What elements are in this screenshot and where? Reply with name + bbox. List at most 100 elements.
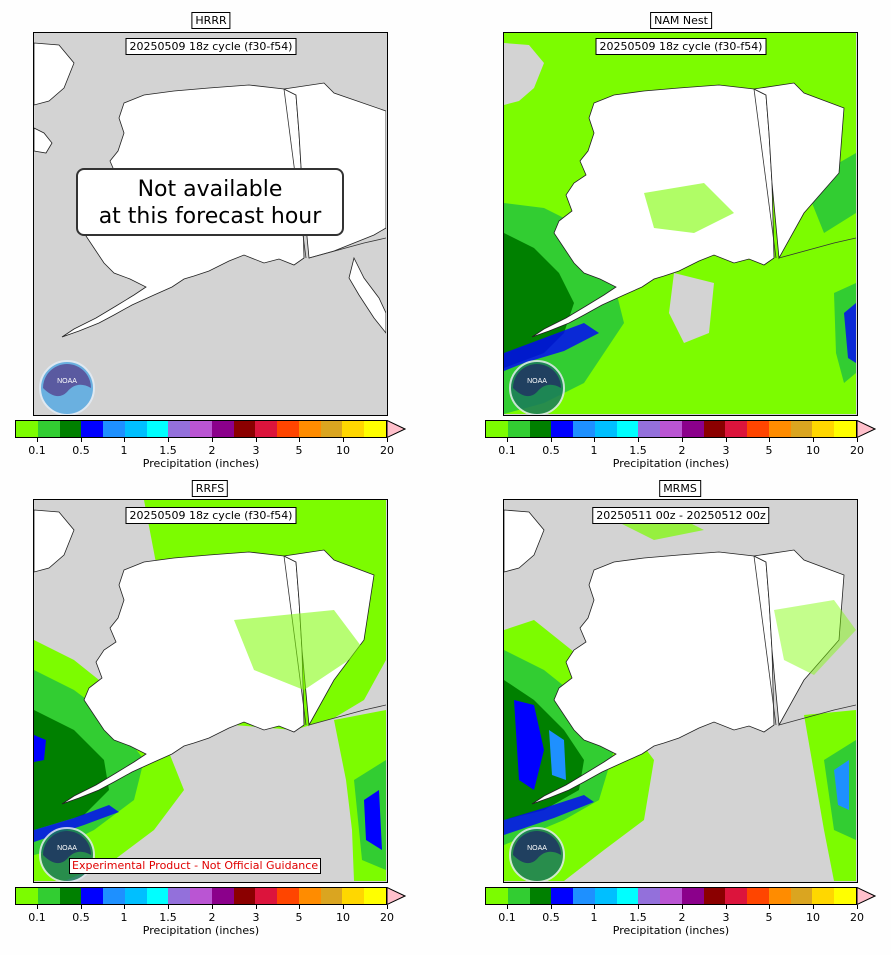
colorbar-tick-label: 2 — [208, 911, 216, 924]
colorbar-segment — [211, 421, 234, 437]
colorbar-tick-label: 0.1 — [498, 444, 516, 457]
colorbar-segment — [594, 888, 617, 904]
colorbar-segment — [790, 888, 813, 904]
colorbar-tick-label: 0.5 — [72, 911, 90, 924]
colorbar-tick-label: 20 — [380, 444, 394, 457]
colorbar-segment — [681, 421, 704, 437]
colorbar-segment — [364, 421, 387, 437]
colorbar-tick-label: 10 — [336, 444, 350, 457]
colorbar-strip — [15, 887, 387, 905]
colorbar-segment — [834, 421, 857, 437]
colorbar-tick — [857, 905, 858, 909]
colorbar-tick — [813, 905, 814, 909]
colorbar-tick-label: 1 — [590, 911, 598, 924]
colorbar-segment — [486, 421, 508, 437]
colorbar-segment — [507, 421, 530, 437]
colorbar-tick-label: 3 — [252, 444, 260, 457]
colorbar-tick-label: 5 — [765, 911, 773, 924]
colorbar-tick — [81, 438, 82, 442]
colorbar-segment — [616, 888, 639, 904]
noaa-logo-icon: NOAA — [39, 360, 95, 415]
colorbar-segment — [529, 421, 552, 437]
colorbar-label: Precipitation (inches) — [612, 924, 730, 937]
colorbar-tick — [813, 438, 814, 442]
colorbar-tick — [168, 905, 169, 909]
colorbar-segment — [233, 421, 256, 437]
colorbar-segment — [364, 888, 387, 904]
colorbar-segment — [551, 888, 574, 904]
colorbar-segment — [124, 421, 147, 437]
colorbar-segment — [812, 888, 835, 904]
colorbar-segment — [594, 421, 617, 437]
colorbar-tick-label: 3 — [722, 911, 730, 924]
colorbar-strip — [15, 420, 387, 438]
colorbar-tick-label: 2 — [208, 444, 216, 457]
colorbar-segment — [103, 888, 125, 904]
colorbar-segment — [573, 888, 595, 904]
colorbar-segment — [703, 421, 726, 437]
colorbar-segment — [298, 421, 321, 437]
svg-text:NOAA: NOAA — [527, 378, 547, 385]
colorbar-segment — [37, 888, 60, 904]
colorbar-tick-label: 1.5 — [629, 444, 647, 457]
colorbar-segment — [168, 421, 191, 437]
colorbar-tick — [343, 438, 344, 442]
colorbar-segment — [486, 888, 508, 904]
colorbar-tick — [507, 438, 508, 442]
colorbar-segment — [146, 421, 169, 437]
colorbar-tick — [682, 905, 683, 909]
colorbar-tick-label: 0.5 — [542, 911, 560, 924]
colorbar-segment — [211, 888, 234, 904]
colorbar-tick-label: 1.5 — [629, 911, 647, 924]
colorbar-tick-label: 5 — [765, 444, 773, 457]
colorbar-segment — [255, 421, 278, 437]
colorbar-tick-label: 10 — [806, 911, 820, 924]
colorbar-extend-arrow — [387, 887, 406, 905]
colorbar-tick — [212, 905, 213, 909]
colorbar-tick — [638, 905, 639, 909]
colorbar-tick-label: 20 — [850, 444, 864, 457]
colorbar-segment — [16, 421, 38, 437]
colorbar-tick — [256, 905, 257, 909]
noaa-logo-icon: NOAA — [509, 360, 565, 415]
colorbar-tick-label: 10 — [806, 444, 820, 457]
colorbar-segment — [834, 888, 857, 904]
colorbar-tick-label: 3 — [252, 911, 260, 924]
colorbar-segment — [298, 888, 321, 904]
colorbar-segment — [190, 421, 212, 437]
colorbar-tick-label: 0.5 — [72, 444, 90, 457]
map-nam-nest: 20250509 18z cycle (f30-f54) NOAA — [503, 32, 858, 416]
colorbar-tick — [551, 438, 552, 442]
colorbar-tick — [37, 438, 38, 442]
colorbar-tick — [256, 438, 257, 442]
colorbar-tick-label: 5 — [295, 911, 303, 924]
colorbar-segment — [638, 421, 661, 437]
colorbar-label: Precipitation (inches) — [612, 457, 730, 470]
colorbar-tick-label: 1 — [590, 444, 598, 457]
colorbar-tick — [387, 905, 388, 909]
colorbar-tick-label: 1.5 — [159, 911, 177, 924]
colorbar-tick-label: 2 — [678, 444, 686, 457]
colorbar: 0.1 0.5 1 1.5 2 3 5 10 20 Precipitation (inches) — [15, 887, 406, 937]
colorbar-segment — [342, 421, 365, 437]
colorbar-tick-label: 0.1 — [28, 911, 46, 924]
colorbar: 0.1 0.5 1 1.5 2 3 5 10 20 Precipitation (inches) — [15, 420, 406, 470]
colorbar-tick — [769, 438, 770, 442]
colorbar-tick-label: 20 — [850, 911, 864, 924]
colorbar-tick — [638, 438, 639, 442]
map-mrms: 20250511 00z - 20250512 00z NOAA — [503, 499, 858, 883]
precip-map — [34, 500, 386, 881]
colorbar-tick-label: 2 — [678, 911, 686, 924]
colorbar-segment — [342, 888, 365, 904]
colorbar-segment — [124, 888, 147, 904]
cycle-label: 20250509 18z cycle (f30-f54) — [595, 38, 767, 55]
colorbar-segment — [768, 888, 791, 904]
colorbar-segment — [37, 421, 60, 437]
colorbar-tick-label: 1 — [120, 911, 128, 924]
colorbar-segment — [660, 888, 682, 904]
colorbar-extend-arrow — [387, 420, 406, 438]
colorbar-tick-label: 0.1 — [28, 444, 46, 457]
colorbar-segment — [573, 421, 595, 437]
experimental-disclaimer: Experimental Product - Not Official Guid… — [69, 858, 322, 874]
cycle-label: 20250509 18z cycle (f30-f54) — [125, 507, 297, 524]
